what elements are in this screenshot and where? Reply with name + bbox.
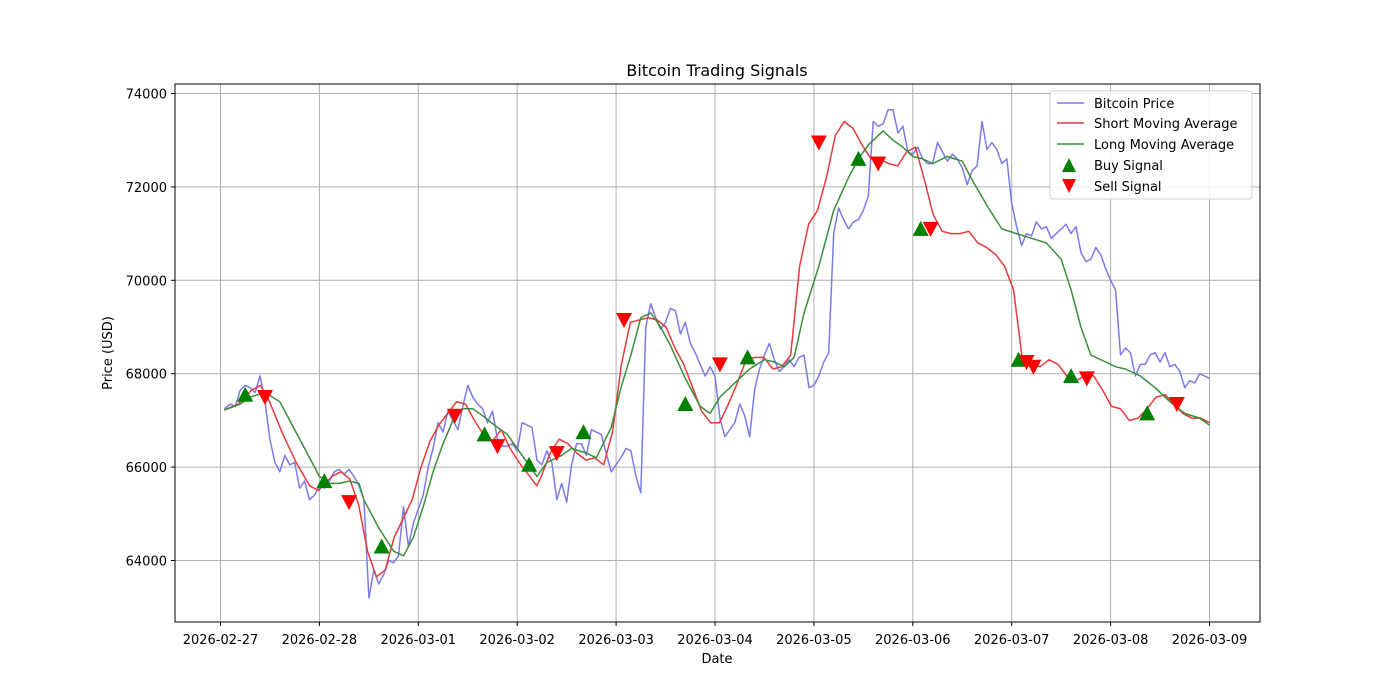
legend-price-label: Bitcoin Price [1094,97,1174,112]
sell-signal-marker [341,495,358,511]
x-axis-ticks: 2026-02-27 2026-02-28 2026-03-01 2026-03-02… [183,622,1248,648]
y-tick-label: 68000 [126,368,167,383]
buy-signal-marker [1063,368,1080,384]
legend-long-ma-label: Long Moving Average [1094,138,1234,153]
long-moving-average-line [224,130,1210,557]
sell-signal-marker [489,439,506,455]
buy-signal-marker [373,538,390,554]
sell-signal-marker [711,357,728,373]
buy-triangle-icon [1062,158,1076,172]
buy-signal-marker [850,150,867,166]
legend: Bitcoin Price Short Moving Average Long … [1049,90,1253,200]
sell-signal-marker [870,156,887,172]
y-tick-label: 72000 [126,181,167,196]
legend-short-ma-label: Short Moving Average [1094,117,1238,132]
buy-signal-marker [912,220,929,236]
chart-title: Bitcoin Trading Signals [626,61,807,80]
sell-signal-marker [257,390,274,406]
sell-signal-marker [1168,397,1185,413]
x-tick-label: 2026-03-04 [677,633,753,648]
x-axis-title: Date [701,652,732,667]
plot-frame [174,83,1261,623]
sell-signal-marker [548,446,565,462]
legend-box [1049,90,1253,200]
sell-triangle-icon [1062,179,1076,193]
sell-signal-marker [922,221,939,237]
y-tick-label: 66000 [126,461,167,476]
buy-signal-marker [316,473,333,489]
buy-signal-markers [237,150,1156,554]
buy-signal-marker [677,396,694,412]
buy-signal-marker [521,456,538,472]
buy-signal-marker [739,349,756,365]
sell-signal-marker [446,408,463,424]
buy-signal-marker [1139,405,1156,421]
sell-signal-marker [810,135,827,151]
y-axis-title: Price (USD) [101,316,116,390]
buy-signal-marker [476,426,493,442]
grid-lines [175,84,1260,622]
y-tick-label: 70000 [126,274,167,289]
sell-signal-marker [1078,371,1095,387]
x-tick-label: 2026-03-06 [875,633,951,648]
short-moving-average-line [223,120,1210,578]
x-tick-label: 2026-03-05 [776,633,852,648]
sell-signal-marker [616,312,633,328]
sell-signal-marker [1025,359,1042,375]
sell-signal-marker [1018,355,1035,371]
x-tick-label: 2026-03-09 [1172,633,1248,648]
legend-sell-label: Sell Signal [1094,180,1162,195]
buy-signal-marker [1010,351,1027,367]
y-tick-label: 64000 [126,555,167,570]
sell-signal-markers [257,135,1185,511]
y-tick-label: 74000 [126,88,167,103]
x-tick-label: 2026-02-27 [183,633,259,648]
buy-signal-marker [575,424,592,440]
buy-signal-marker [237,386,254,402]
y-axis-ticks: 64000 66000 68000 70000 72000 74000 [126,88,175,570]
x-tick-label: 2026-02-28 [282,633,358,648]
x-tick-label: 2026-03-08 [1073,633,1149,648]
legend-buy-label: Buy Signal [1094,159,1163,174]
x-tick-label: 2026-03-01 [381,633,457,648]
x-tick-label: 2026-03-03 [578,633,654,648]
bitcoin-price-line [224,109,1210,599]
x-tick-label: 2026-03-07 [974,633,1050,648]
series-layer [223,109,1210,599]
x-tick-label: 2026-03-02 [479,633,555,648]
